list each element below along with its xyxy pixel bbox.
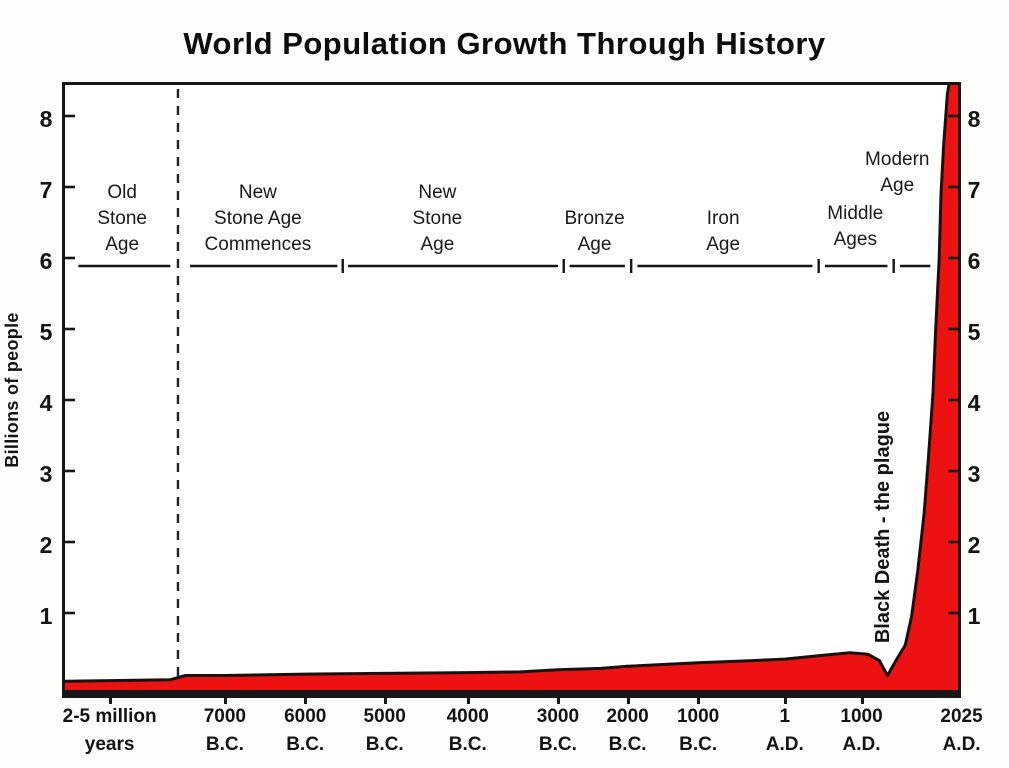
- y-tick-label-left: 7: [39, 177, 53, 203]
- y-tick-label-left: 5: [39, 319, 53, 345]
- y-tick-label-right: 3: [967, 461, 981, 487]
- x-axis-minor-tick: [860, 698, 864, 704]
- x-tick-label: 6000 B.C.: [284, 706, 327, 755]
- x-axis-minor-tick: [108, 698, 112, 704]
- x-axis-minor-tick: [304, 698, 308, 704]
- era-label: Bronze Age: [564, 208, 625, 255]
- y-tick-label-right: 7: [967, 177, 981, 203]
- y-tick-label-left: 6: [39, 248, 53, 274]
- x-tick-label: 2025 A.D.: [940, 706, 983, 755]
- era-label: New Stone Age Commences: [204, 182, 312, 255]
- x-axis-minor-tick: [383, 698, 387, 704]
- chart-title: World Population Growth Through History: [183, 26, 826, 61]
- era-label: Middle Ages: [827, 203, 884, 250]
- era-label: Old Stone Age: [97, 182, 147, 255]
- x-tick-label: 1000 B.C.: [676, 706, 720, 755]
- x-tick-label: 4000 B.C.: [446, 706, 489, 755]
- x-axis-minor-tick: [223, 698, 227, 704]
- x-tick-label: 5000 B.C.: [363, 706, 406, 755]
- x-axis-minor-tick: [466, 698, 470, 704]
- y-tick-label-right: 2: [967, 532, 981, 558]
- y-tick-label-left: 8: [39, 106, 53, 132]
- y-tick-label-left: 2: [39, 532, 53, 558]
- y-tick-label-left: 3: [39, 461, 53, 487]
- plot-area: [62, 82, 961, 698]
- x-tick-label: 2-5 million years: [62, 706, 157, 755]
- era-label: Modern Age: [865, 149, 930, 196]
- era-label: New Stone Age: [412, 182, 463, 255]
- x-axis-minor-tick: [556, 698, 560, 704]
- y-tick-label-right: 4: [967, 390, 981, 416]
- y-tick-label-right: 1: [967, 603, 981, 629]
- population-chart-svg: [65, 85, 958, 690]
- population-area: [65, 85, 958, 690]
- x-axis-minor-tick: [697, 698, 701, 704]
- x-tick-label: 1 A.D.: [765, 706, 804, 755]
- y-tick-label-right: 6: [967, 248, 981, 274]
- x-axis-minor-tick: [783, 698, 787, 704]
- x-tick-label: 2000 B.C.: [606, 706, 649, 755]
- y-tick-label-left: 1: [39, 603, 53, 629]
- population-curve-line: [65, 85, 951, 683]
- x-tick-label: 3000 B.C.: [536, 706, 580, 755]
- black-death-annotation: Black Death - the plague: [872, 410, 894, 644]
- era-label: Iron Age: [706, 208, 741, 255]
- y-tick-label-right: 5: [967, 319, 981, 345]
- y-tick-label-left: 4: [39, 390, 53, 416]
- x-axis-minor-tick: [626, 698, 630, 704]
- x-tick-label: 1000 A.D.: [840, 706, 883, 755]
- x-tick-label: 7000 B.C.: [203, 706, 246, 755]
- y-tick-label-right: 8: [967, 106, 981, 132]
